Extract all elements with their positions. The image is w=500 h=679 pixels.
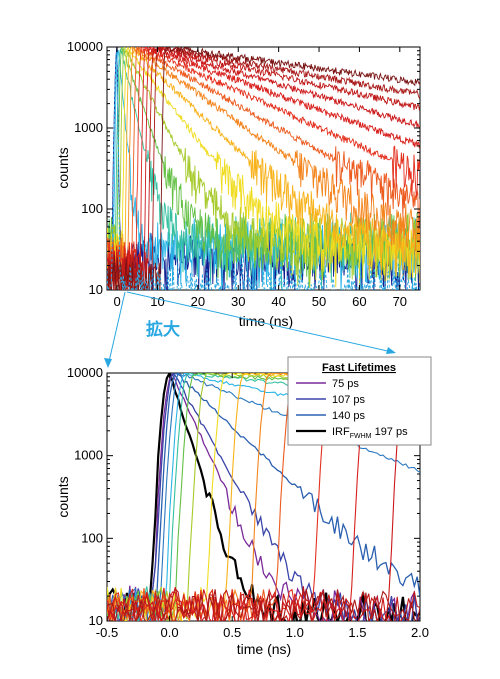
overview-series-line <box>107 47 420 290</box>
overview-y-tick-label: 10 <box>89 282 103 297</box>
zoom-y-tick-label: 100 <box>81 530 103 545</box>
overview-x-tick-label: 20 <box>191 294 205 309</box>
zoom-x-tick-label: 0.5 <box>223 625 241 640</box>
zoom-series-line <box>107 586 420 621</box>
legend-label-irf: IRFFWHM 197 ps <box>332 426 408 440</box>
zoom-y-tick-label: 10000 <box>67 365 103 380</box>
zoom-y-tick-label: 1000 <box>74 448 103 463</box>
legend: Fast Lifetimes 75 ps 107 ps 140 ps IRFFW… <box>287 356 432 446</box>
zoom-chart: -0.5 0.0 0.5 1.0 1.5 2.0 10 100 1000 10000 time (… <box>55 356 432 657</box>
overview-x-axis-label: time (ns) <box>239 313 293 329</box>
legend-label-irf-sub: FWHM <box>350 433 372 440</box>
legend-label-irf-main: IRF <box>332 426 350 438</box>
overview-series-line <box>107 51 420 290</box>
overview-series-group <box>107 47 420 290</box>
overview-y-tick-label: 100 <box>81 201 103 216</box>
zoom-x-tick-label: 1.0 <box>286 625 304 640</box>
overview-x-tick-label: 50 <box>312 294 326 309</box>
overview-series-line <box>107 47 420 289</box>
zoom-series-line <box>107 373 420 621</box>
zoom-x-tick-label: 1.5 <box>348 625 366 640</box>
overview-series-line <box>107 47 420 290</box>
zoom-x-tick-label: 2.0 <box>411 625 429 640</box>
zoom-x-axis-label: time (ns) <box>237 641 291 657</box>
overview-y-tick-label: 1000 <box>74 120 103 135</box>
zoom-series-line <box>107 373 420 621</box>
overview-y-tick-label: 10000 <box>67 39 103 54</box>
zoom-arrow-right <box>126 291 393 353</box>
overview-x-tick-label: 60 <box>352 294 366 309</box>
overview-series-line <box>107 47 420 290</box>
overview-series-line <box>107 47 420 290</box>
overview-x-tick-label: 30 <box>231 294 245 309</box>
legend-label-140ps: 140 ps <box>332 410 366 422</box>
overview-x-tick-label: 0 <box>113 294 120 309</box>
zoom-y-axis-label: counts <box>55 476 71 517</box>
legend-title: Fast Lifetimes <box>322 362 396 374</box>
overview-x-tick-label: 40 <box>271 294 285 309</box>
legend-label-75ps: 75 ps <box>332 378 359 390</box>
overview-x-tick-label: 70 <box>393 294 407 309</box>
overview-series-line <box>107 47 420 290</box>
overview-y-axis-label: counts <box>55 147 71 188</box>
zoom-x-tick-label: 0.0 <box>161 625 179 640</box>
legend-label-irf-suffix: 197 ps <box>372 426 409 438</box>
overview-x-tick-label: 10 <box>150 294 164 309</box>
legend-label-107ps: 107 ps <box>332 394 366 406</box>
zoom-annotation-label: 拡大 <box>146 319 180 339</box>
zoom-arrowhead-right <box>386 347 396 354</box>
zoom-series-line <box>107 373 420 621</box>
overview-series-line <box>107 47 420 290</box>
zoom-series-line <box>107 589 420 621</box>
zoom-x-tick-label: -0.5 <box>96 625 118 640</box>
zoom-annotation: 拡大 <box>104 291 396 368</box>
zoom-arrowhead-left <box>104 358 112 368</box>
zoom-y-tick-label: 10 <box>89 613 103 628</box>
overview-series-line <box>107 47 420 290</box>
overview-series-line <box>107 47 420 287</box>
zoom-arrow-left <box>107 291 126 367</box>
zoom-axes: -0.5 0.0 0.5 1.0 1.5 2.0 10 100 1000 10000 <box>67 365 429 640</box>
zoom-series-line <box>109 373 420 621</box>
